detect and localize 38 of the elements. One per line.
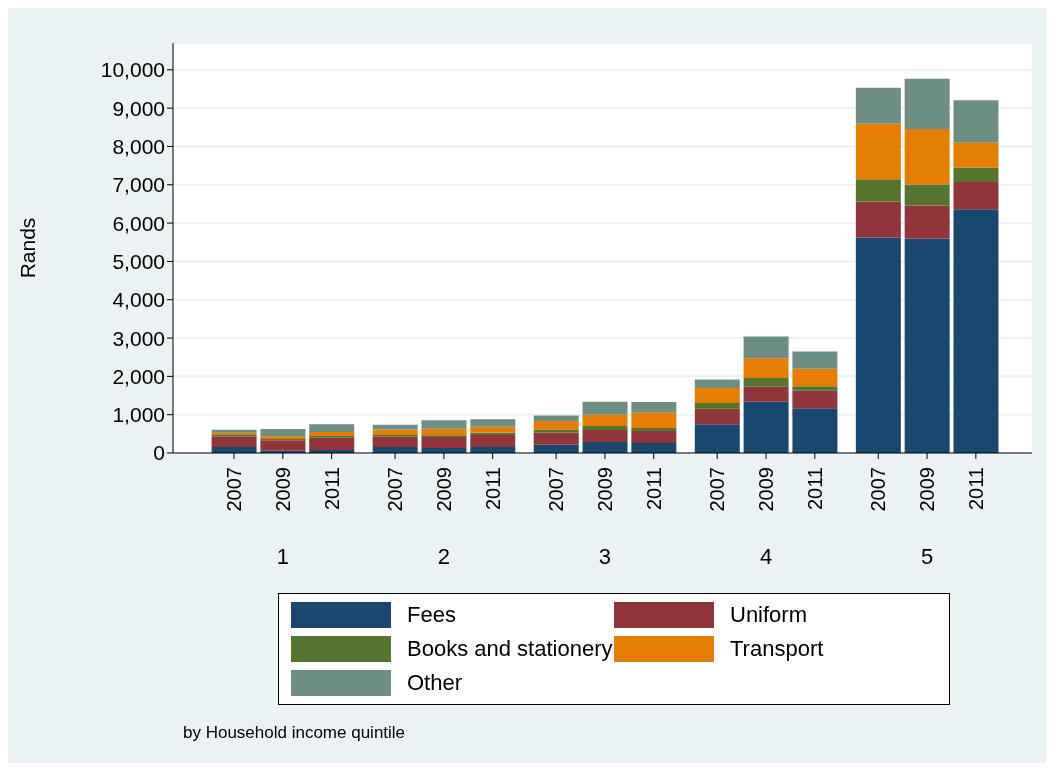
text: 4 xyxy=(758,544,774,570)
x-tick-label: 2011 xyxy=(481,467,504,511)
x-tick-label: 2011 xyxy=(964,467,987,511)
legend-label: Fees xyxy=(407,602,456,628)
x-tick-label: 2009 xyxy=(916,467,939,512)
x-tick-label: 2007 xyxy=(384,467,407,512)
x-tick-label: 2011 xyxy=(803,467,826,511)
y-tick-label: 1,000 xyxy=(112,403,165,427)
x-tick-label: 2009 xyxy=(593,467,616,512)
x-tick-label: 2009 xyxy=(755,467,777,512)
legend-label: Uniform xyxy=(730,602,808,628)
x-tick-label: 2011 xyxy=(320,467,343,511)
x-tick-label: 2011 xyxy=(642,467,665,511)
y-tick-label: 5,000 xyxy=(112,249,165,273)
legend-label: Books and stationery xyxy=(407,636,613,662)
y-tick-label: 10,000 xyxy=(100,58,165,82)
x-tick-label: 2007 xyxy=(545,467,568,512)
y-tick-label: 6,000 xyxy=(112,211,165,235)
x-tick-label: 2007 xyxy=(223,467,246,512)
y-tick-label: 9,000 xyxy=(112,96,165,120)
text: 5 xyxy=(919,544,935,570)
y-tick-label: 3,000 xyxy=(112,326,165,350)
x-tick-label: 2007 xyxy=(706,467,729,512)
legend-label: Transport xyxy=(730,636,824,662)
y-tick-label: 4,000 xyxy=(112,288,165,312)
legend-label: Other xyxy=(407,670,463,696)
y-tick-label: 2,000 xyxy=(112,364,165,388)
y-axis-title: Rands xyxy=(16,217,40,279)
text: 1 xyxy=(275,544,290,570)
text: by Household income quintile xyxy=(183,723,406,743)
text: 3 xyxy=(597,544,613,570)
x-tick-label: 2009 xyxy=(432,467,455,512)
y-tick-label: 7,000 xyxy=(112,173,165,197)
y-tick-label: 0 xyxy=(153,441,165,465)
x-tick-label: 2007 xyxy=(867,467,890,512)
x-tick-label: 2009 xyxy=(271,467,294,512)
y-tick-label: 8,000 xyxy=(112,134,165,158)
text: 2 xyxy=(436,544,451,570)
